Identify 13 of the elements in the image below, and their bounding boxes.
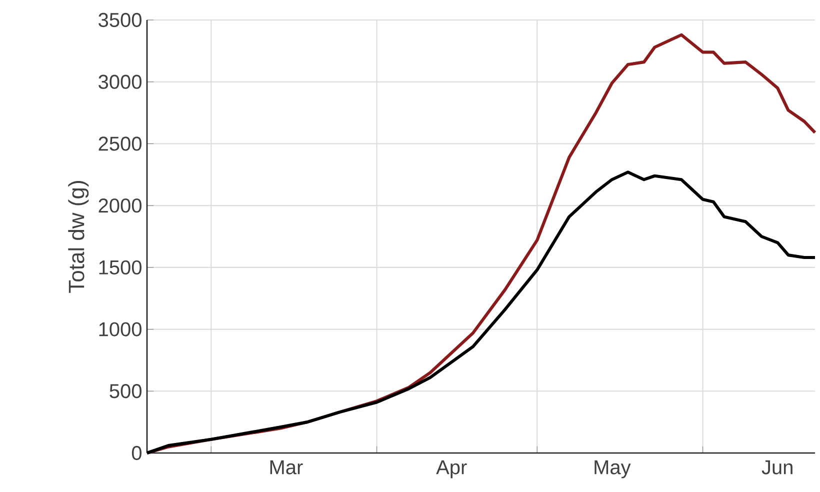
y-tick-label: 0 xyxy=(132,446,142,460)
y-tick-label: 3000 xyxy=(98,74,142,89)
y-tick-label: 2500 xyxy=(98,136,142,151)
x-tick-label: Jun xyxy=(762,460,792,474)
y-tick-label: 500 xyxy=(110,384,142,398)
y-tick-label: 1000 xyxy=(99,322,142,336)
x-tick-label: May xyxy=(594,460,631,478)
y-tick-label: 1500 xyxy=(99,260,142,274)
y-tick-label: 3500 xyxy=(98,12,142,28)
x-tick-label: Mar xyxy=(270,460,303,474)
y-axis-title: Total dw (g) xyxy=(68,181,89,293)
x-tick-label: Apr xyxy=(436,460,467,478)
y-tick-label: 2000 xyxy=(98,198,142,213)
